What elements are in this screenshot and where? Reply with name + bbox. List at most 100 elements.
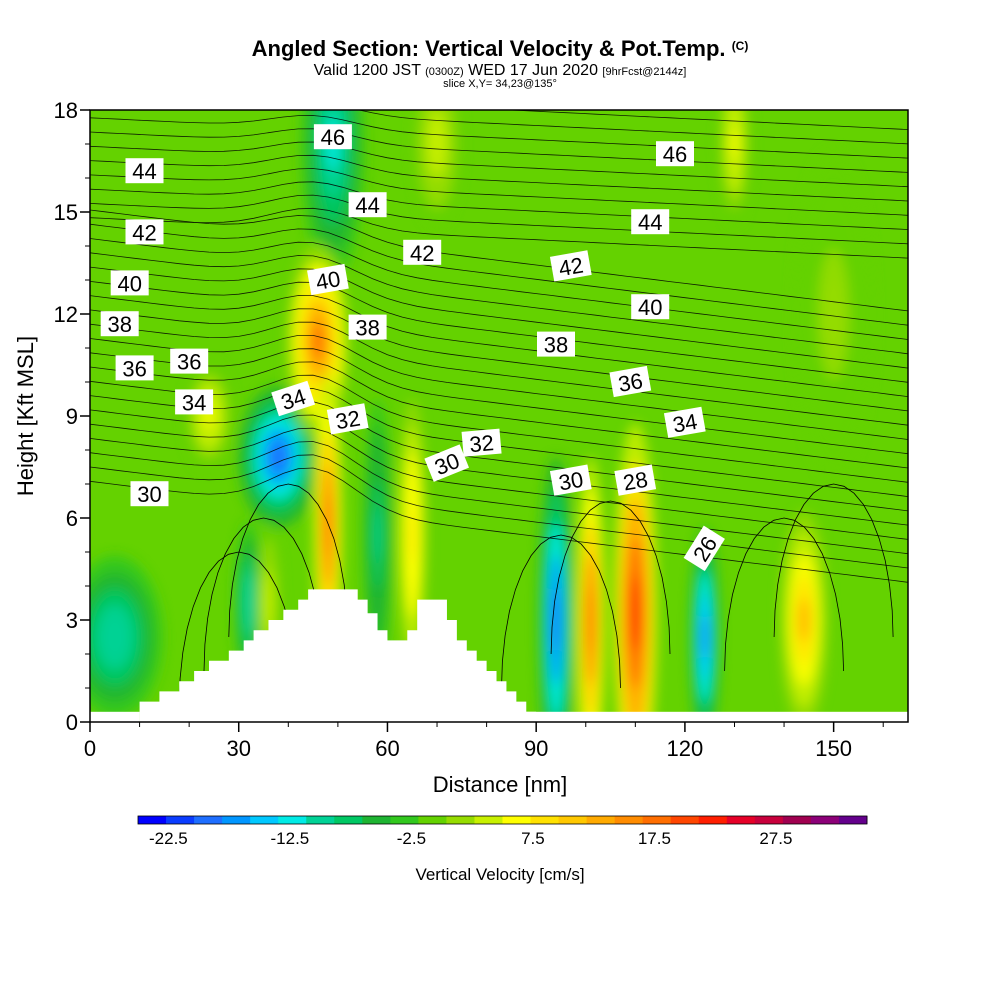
colorbar-swatch (810, 816, 840, 824)
isentrope-label: 40 (638, 295, 662, 320)
isentrope-20 (90, 207, 908, 259)
isentrope-19 (90, 209, 908, 312)
isentrope-24 (90, 154, 908, 202)
isentrope-label: 40 (314, 266, 342, 295)
isentrope-label-group-19: 34 (663, 406, 706, 438)
isentrope-3 (90, 427, 908, 540)
colorbar-swatch (642, 816, 672, 824)
low-contour-3 (501, 534, 621, 689)
y-axis-label: Height [Kft MSL] (13, 336, 38, 496)
isentrope-label-box (175, 389, 214, 415)
isentrope-label-group-17: 34 (175, 389, 214, 415)
isentrope-label-box (313, 124, 352, 150)
colorbar-swatch (782, 816, 812, 824)
velocity-core-17 (825, 281, 842, 347)
isentrope-label: 46 (321, 125, 345, 150)
isentrope-label-group-2: 44 (125, 158, 164, 184)
x-tick-label: 150 (815, 736, 852, 761)
velocity-core-15 (432, 127, 442, 161)
low-contour-6 (773, 483, 894, 638)
velocity-core-2 (105, 620, 125, 654)
isentrope-label-box (115, 355, 154, 381)
y-tick-label: 0 (66, 710, 78, 735)
chart-title: Angled Section: Vertical Velocity & Pot.… (251, 36, 749, 61)
isentrope-lines (90, 110, 908, 706)
colorbar-swatch (754, 816, 784, 824)
velocity-core-4 (266, 586, 271, 620)
y-tick-label: 15 (54, 200, 78, 225)
isentrope-label: 34 (182, 390, 206, 415)
isentrope-label: 38 (544, 333, 568, 358)
colorbar-swatch (250, 816, 279, 824)
slice-info: slice X,Y= 34,23@135° (443, 78, 557, 90)
isentrope-12 (90, 308, 908, 412)
terrain-mask (139, 589, 537, 722)
isentrope-label-box (537, 331, 575, 357)
velocity-core-11 (630, 575, 640, 652)
isentrope-label-group-15: 36 (170, 348, 209, 375)
velocity-core-0 (270, 442, 287, 471)
colorbar-tick-label: -22.5 (149, 829, 188, 848)
isentrope-label-box (110, 270, 149, 296)
colorbar-swatch (418, 816, 447, 824)
isentrope-label: 46 (663, 142, 687, 167)
velocity-core-14 (731, 127, 738, 161)
isentrope-label-box (461, 428, 502, 457)
y-tick-label: 6 (66, 506, 78, 531)
isentrope-17 (90, 238, 908, 340)
x-tick-label: 30 (226, 736, 250, 761)
colorbar-swatch (306, 816, 335, 824)
isentrope-label-box (631, 209, 670, 235)
isentrope-label-group-16: 36 (609, 365, 652, 398)
isentrope-label: 36 (122, 356, 146, 381)
isentrope-label-group-11: 38 (100, 311, 139, 337)
isentrope-9 (90, 348, 908, 455)
isentrope-16 (90, 252, 908, 355)
colorbar-swatch (474, 816, 503, 824)
isentrope-label: 36 (177, 350, 201, 375)
isentrope-label-group-4: 44 (631, 209, 670, 235)
isentrope-13 (90, 295, 908, 397)
colorbar-frame (137, 815, 868, 825)
isentrope-label-group-7: 42 (549, 250, 592, 282)
velocity-core-10 (587, 587, 594, 653)
isentrope-14 (90, 281, 908, 383)
colorbar-tick-label: 27.5 (759, 829, 792, 848)
isentrope-label: 30 (557, 467, 585, 496)
isentrope-label-box (424, 444, 470, 482)
isentrope-label: 42 (132, 220, 156, 245)
colorbar-tick-label: -2.5 (397, 829, 426, 848)
isentrope-label-box (271, 380, 316, 417)
colorbar-swatch (194, 816, 223, 824)
isentrope-1 (90, 454, 908, 569)
velocity-core-3 (245, 586, 252, 620)
x-axis-label: Distance [nm] (433, 772, 568, 797)
isentrope-label: 38 (355, 316, 379, 341)
colorbar-swatch (698, 816, 728, 824)
terrain-right-base (521, 711, 908, 722)
isentrope-label: 40 (117, 271, 141, 296)
y-tick-label: 3 (66, 608, 78, 633)
colorbar-swatch (530, 816, 560, 824)
velocity-core-5 (311, 321, 325, 361)
colorbar-swatch (838, 816, 868, 824)
isentrope-label: 42 (410, 241, 434, 266)
colorbar-tick-label: -12.5 (271, 829, 310, 848)
isentrope-0 (90, 467, 908, 583)
isentrope-label-box (348, 314, 387, 340)
isentrope-28 (357, 110, 908, 145)
isentrope-label-group-5: 42 (125, 219, 164, 245)
field-cores (90, 110, 874, 722)
valid-time: Valid 1200 JST (0300Z) WED 17 Jun 2020 [… (313, 62, 687, 79)
isentrope-labels: 46 46 44 44 44 42 42 42 40 40 40 38 38 38 36 36 36 34 34 34… (100, 124, 725, 572)
velocity-field (90, 110, 908, 722)
isentrope-label-group-22: 30 (130, 481, 169, 507)
velocity-core-6 (325, 494, 331, 556)
colorbar-label: Vertical Velocity [cm/s] (415, 865, 584, 884)
isentrope-25 (90, 141, 908, 188)
low-contour-2 (228, 483, 349, 638)
isentrope-label-group-25: 28 (614, 464, 657, 496)
isentrope-11 (90, 321, 908, 426)
isentrope-18 (90, 223, 908, 326)
